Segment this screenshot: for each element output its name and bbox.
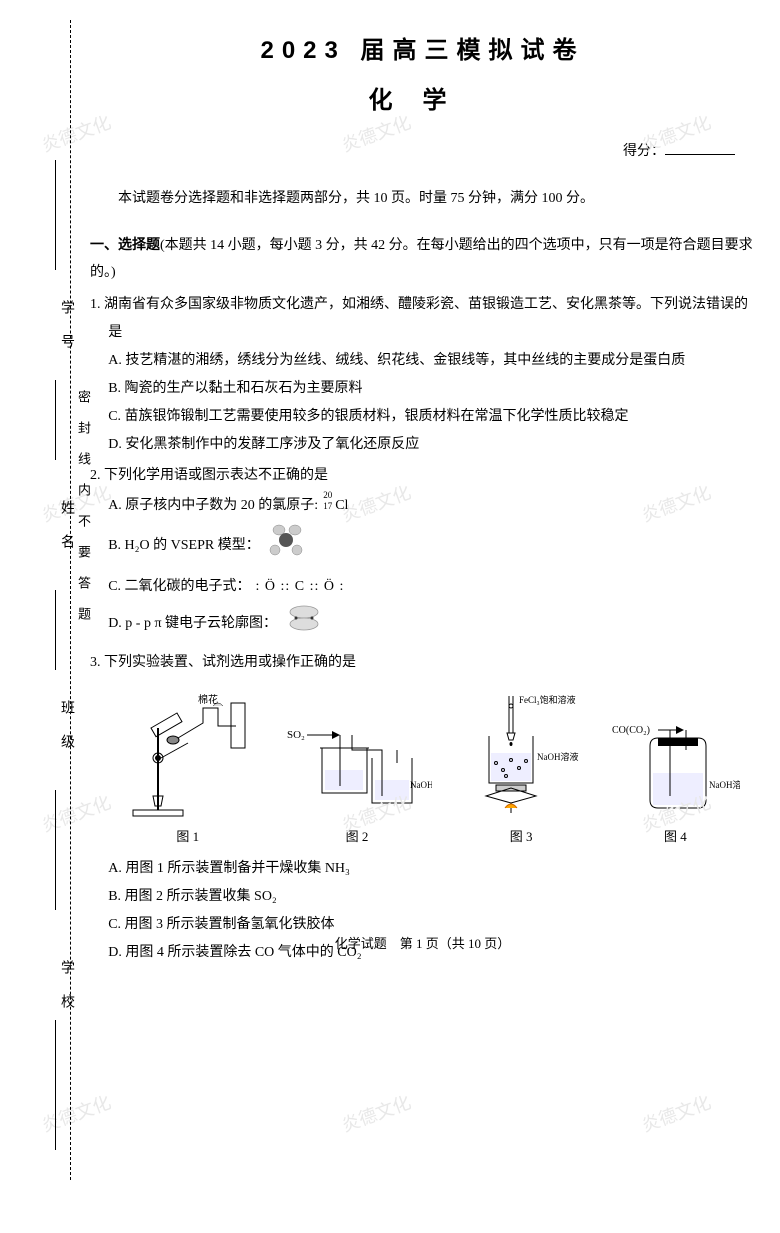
vsepr-model-icon (265, 522, 307, 570)
intro-text: 本试题卷分选择题和非选择题两部分，共 10 页。时量 75 分钟，满分 100 … (90, 185, 755, 213)
pi-orbital-icon (282, 603, 327, 646)
q2-stem: 2. 下列化学用语或图示表达不正确的是 (90, 462, 755, 490)
sidebar-xuexiao: 学校 (56, 960, 76, 1028)
q3-figures: 棉花 图 1 SO₂ (108, 687, 755, 850)
binding-margin: 学号 姓名 班级 学校 密封线内不要答题 (18, 0, 68, 1200)
watermark: 炎德文化 (638, 1088, 715, 1137)
page-footer: 化学试题 第 1 页（共 10 页） (90, 933, 755, 952)
fig4-coco2-label: CO(CO₂) (612, 725, 650, 736)
figure-2: SO₂ Na (281, 707, 433, 850)
q2-a-text: A. 原子核内中子数为 20 的氯原子: (108, 490, 318, 522)
q2-a-formula: 20 17 Cl (323, 490, 348, 522)
sidebar-xingming: 姓名 (56, 500, 76, 568)
q1-option-d: D. 安化黑茶制作中的发酵工序涉及了氧化还原反应 (90, 431, 755, 459)
q3-stem: 3. 下列实验装置、试剂选用或操作正确的是 (90, 649, 755, 677)
score-line: 得分： (90, 140, 755, 160)
section-1-desc: (本题共 14 小题，每小题 3 分，共 42 分。在每小题给出的四个选项中，只… (90, 238, 753, 280)
sidebar-banji: 班级 (56, 700, 76, 768)
question-3: 3. 下列实验装置、试剂选用或操作正确的是 (90, 649, 755, 967)
q3-option-a: A. 用图 1 所示装置制备并干燥收集 NH₃ (90, 855, 755, 883)
main-content: 2023 届高三模拟试卷 化学 得分： 本试题卷分选择题和非选择题两部分，共 1… (90, 0, 755, 967)
sidebar-sealline: 密封线内不要答题 (74, 390, 93, 638)
fig2-naoh-label: NaOH溶液 (410, 779, 432, 790)
figure-3: FeCl₃饱和溶液 NaOH溶液 (460, 687, 582, 850)
section-1-title: 一、选择题(本题共 14 小题，每小题 3 分，共 42 分。在每小题给出的四个… (90, 233, 755, 286)
question-2: 2. 下列化学用语或图示表达不正确的是 A. 原子核内中子数为 20 的氯原子:… (90, 462, 755, 646)
q1-option-a: A. 技艺精湛的湘绣，绣线分为丝线、绒线、织花线、金银线等，其中丝线的主要成分是… (90, 347, 755, 375)
fig2-label: 图 2 (281, 824, 433, 850)
fig4-label: 图 4 (609, 824, 741, 850)
sidebar-xuehao: 学号 (56, 300, 76, 368)
figure-1: 棉花 图 1 (122, 687, 254, 850)
q2-option-b: B. H₂O 的 VSEPR 模型： (90, 522, 755, 570)
q2-option-d: D. p - p π 键电子云轮廓图： (90, 603, 755, 646)
q2-d-text: D. p - p π 键电子云轮廓图： (108, 608, 277, 640)
fig2-so2-label: SO₂ (287, 729, 305, 741)
q2-b-text: B. H₂O 的 VSEPR 模型： (108, 530, 260, 562)
q2-option-c: C. 二氧化碳的电子式： : Ö :: C :: Ö : (90, 571, 755, 603)
question-1: 1. 湖南省有众多国家级非物质文化遗产，如湘绣、醴陵彩瓷、苗银锻造工艺、安化黑茶… (90, 291, 755, 459)
fig3-fecl3-label: FeCl₃饱和溶液 (519, 694, 576, 705)
q2-c-formula: : Ö :: C :: Ö : (256, 571, 345, 603)
q1-option-b: B. 陶瓷的生产以黏土和石灰石为主要原料 (90, 375, 755, 403)
score-blank (665, 154, 735, 155)
figure-4: CO(CO₂) NaOH溶液 图 4 (609, 707, 741, 850)
q3-option-b: B. 用图 2 所示装置收集 SO₂ (90, 883, 755, 911)
fig3-naoh-label: NaOH溶液 (537, 751, 579, 762)
seal-dashed-line (70, 20, 71, 1180)
fig1-label: 图 1 (122, 824, 254, 850)
title-subject: 化学 (90, 80, 755, 115)
q1-option-c: C. 苗族银饰锻制工艺需要使用较多的银质材料，银质材料在常温下化学性质比较稳定 (90, 403, 755, 431)
fig3-label: 图 3 (460, 824, 582, 850)
section-1-label: 一、选择题 (90, 238, 160, 253)
q2-c-text: C. 二氧化碳的电子式： (108, 571, 250, 603)
score-label: 得分： (623, 144, 665, 159)
title-year: 2023 届高三模拟试卷 (90, 30, 755, 65)
q1-stem: 1. 湖南省有众多国家级非物质文化遗产，如湘绣、醴陵彩瓷、苗银锻造工艺、安化黑茶… (90, 291, 755, 347)
fig4-naoh-label: NaOH溶液 (709, 779, 740, 790)
watermark: 炎德文化 (338, 1088, 415, 1137)
q2-option-a: A. 原子核内中子数为 20 的氯原子: 20 17 Cl (90, 490, 755, 522)
